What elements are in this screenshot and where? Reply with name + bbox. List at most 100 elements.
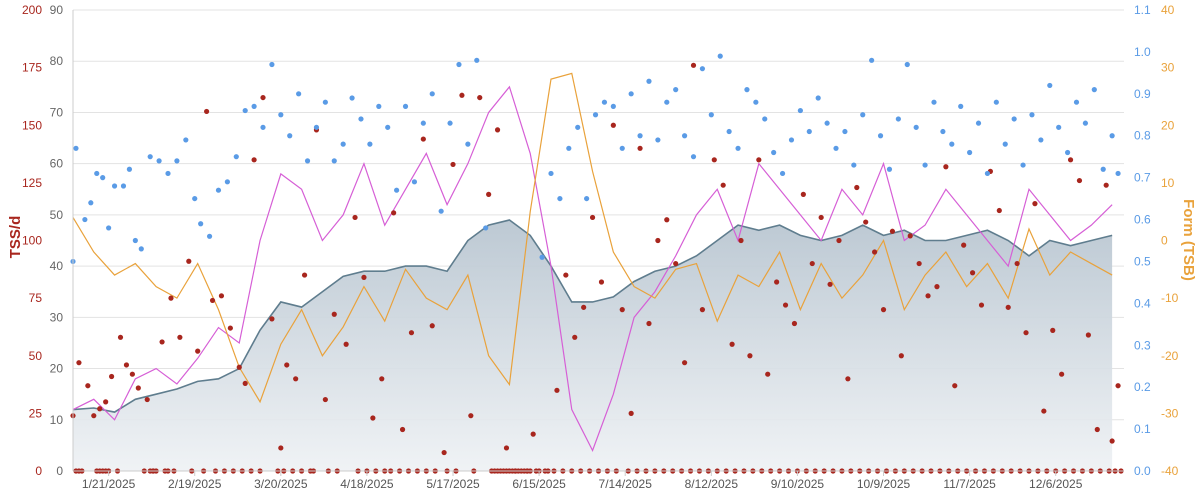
tss-point bbox=[218, 293, 225, 299]
tss-point bbox=[260, 94, 266, 101]
tss-point bbox=[352, 214, 358, 221]
series-layer bbox=[70, 53, 1124, 474]
x-tick-label: 5/17/2025 bbox=[426, 477, 480, 491]
tss-point bbox=[898, 353, 904, 359]
tss-point bbox=[361, 274, 367, 280]
intensity-factor-point bbox=[744, 87, 750, 93]
tss-point bbox=[503, 445, 510, 451]
form-tick-label: -40 bbox=[1161, 464, 1179, 478]
intensity-factor-point bbox=[313, 124, 320, 130]
tss-point bbox=[322, 396, 328, 403]
tss-axis-title: TSS/d bbox=[7, 216, 24, 259]
intensity-factor-point bbox=[88, 200, 94, 206]
tss-point bbox=[117, 334, 124, 340]
tss-point bbox=[97, 406, 103, 412]
intensity-factor-point bbox=[174, 158, 180, 164]
intensity-factor-point bbox=[833, 145, 839, 151]
intensity-factor-point bbox=[420, 120, 426, 126]
intensity-factor-point bbox=[126, 166, 133, 172]
intensity-tick-label: 0.3 bbox=[1134, 338, 1151, 352]
intensity-factor-point bbox=[132, 237, 138, 244]
intensity-factor-point bbox=[851, 162, 857, 168]
form-tick-label: -10 bbox=[1161, 291, 1179, 305]
tss-point bbox=[699, 307, 706, 313]
intensity-factor-point bbox=[1082, 120, 1089, 126]
intensity-factor-point bbox=[376, 103, 382, 109]
intensity-factor-point bbox=[771, 149, 777, 156]
intensity-factor-point bbox=[233, 154, 239, 160]
x-tick-label: 9/10/2025 bbox=[771, 477, 825, 491]
tss-point bbox=[934, 284, 940, 290]
tss-point bbox=[242, 380, 248, 387]
intensity-factor-point bbox=[601, 99, 608, 105]
tss-point bbox=[854, 184, 860, 191]
tss-point bbox=[664, 217, 670, 223]
intensity-factor-point bbox=[73, 145, 79, 151]
intensity-factor-point bbox=[681, 133, 688, 139]
tss-point bbox=[1023, 330, 1029, 336]
intensity-tick-label: 0.5 bbox=[1134, 254, 1151, 268]
tss-point bbox=[673, 260, 679, 267]
tss-point bbox=[284, 362, 290, 368]
intensity-factor-point bbox=[287, 133, 293, 139]
intensity-factor-point bbox=[215, 187, 222, 193]
tss-point bbox=[477, 94, 483, 101]
tss-tick-label: 200 bbox=[22, 3, 42, 17]
intensity-factor-point bbox=[447, 120, 453, 126]
tss-point bbox=[408, 330, 415, 336]
x-tick-label: 7/14/2025 bbox=[599, 477, 653, 491]
intensity-factor-point bbox=[931, 99, 937, 105]
intensity-factor-point bbox=[993, 99, 999, 105]
tss-tick-label: 50 bbox=[29, 349, 43, 363]
form-tick-label: 20 bbox=[1161, 118, 1175, 132]
tss-point bbox=[690, 62, 697, 68]
x-tick-label: 6/15/2025 bbox=[512, 477, 566, 491]
tss-point bbox=[711, 157, 717, 163]
tss-point bbox=[836, 237, 842, 244]
intensity-factor-point bbox=[869, 57, 875, 63]
intensity-factor-point bbox=[1038, 137, 1044, 143]
tss-point bbox=[747, 353, 753, 359]
tss-point bbox=[729, 341, 735, 347]
intensity-factor-point bbox=[120, 183, 127, 189]
intensity-factor-point bbox=[367, 141, 373, 147]
intensity-factor-point bbox=[147, 154, 153, 160]
intensity-factor-point bbox=[842, 128, 848, 135]
intensity-factor-point bbox=[82, 216, 88, 223]
intensity-factor-point bbox=[539, 254, 545, 260]
axes-layer: 0102030405060708090025507510012515017520… bbox=[22, 3, 1179, 491]
intensity-tick-label: 0.1 bbox=[1134, 422, 1151, 436]
tss-point bbox=[1103, 182, 1109, 188]
x-tick-label: 11/7/2025 bbox=[943, 477, 996, 491]
x-tick-label: 10/9/2025 bbox=[857, 477, 911, 491]
tss-point bbox=[459, 92, 465, 98]
fitness-ctl-line bbox=[72, 219, 1113, 413]
tss-point bbox=[598, 279, 605, 285]
fatigue-atl-line bbox=[72, 85, 1113, 453]
intensity-factor-point bbox=[304, 158, 311, 164]
intensity-factor-point bbox=[1011, 116, 1017, 122]
fitness-tick-label: 0 bbox=[56, 464, 63, 478]
fitness-tick-label: 50 bbox=[50, 208, 64, 222]
tss-point bbox=[269, 316, 275, 322]
tss-point bbox=[1094, 426, 1100, 433]
tss-point bbox=[209, 297, 216, 304]
tss-tick-label: 0 bbox=[35, 464, 42, 478]
intensity-factor-point bbox=[984, 170, 991, 177]
tss-point bbox=[144, 396, 150, 403]
tss-point bbox=[494, 127, 501, 133]
tss-point bbox=[581, 304, 587, 310]
intensity-factor-point bbox=[165, 170, 171, 177]
form-tick-label: 10 bbox=[1161, 176, 1175, 190]
tss-tick-label: 75 bbox=[29, 291, 43, 305]
intensity-factor-point bbox=[708, 112, 714, 118]
form-tick-label: 30 bbox=[1161, 61, 1175, 75]
tss-point bbox=[791, 320, 798, 327]
intensity-factor-point bbox=[269, 61, 275, 68]
tss-point bbox=[818, 214, 824, 221]
tss-point bbox=[486, 191, 492, 197]
tss-point bbox=[563, 272, 569, 278]
form-tick-label: -30 bbox=[1161, 406, 1179, 420]
fitness-tick-label: 70 bbox=[50, 105, 64, 119]
